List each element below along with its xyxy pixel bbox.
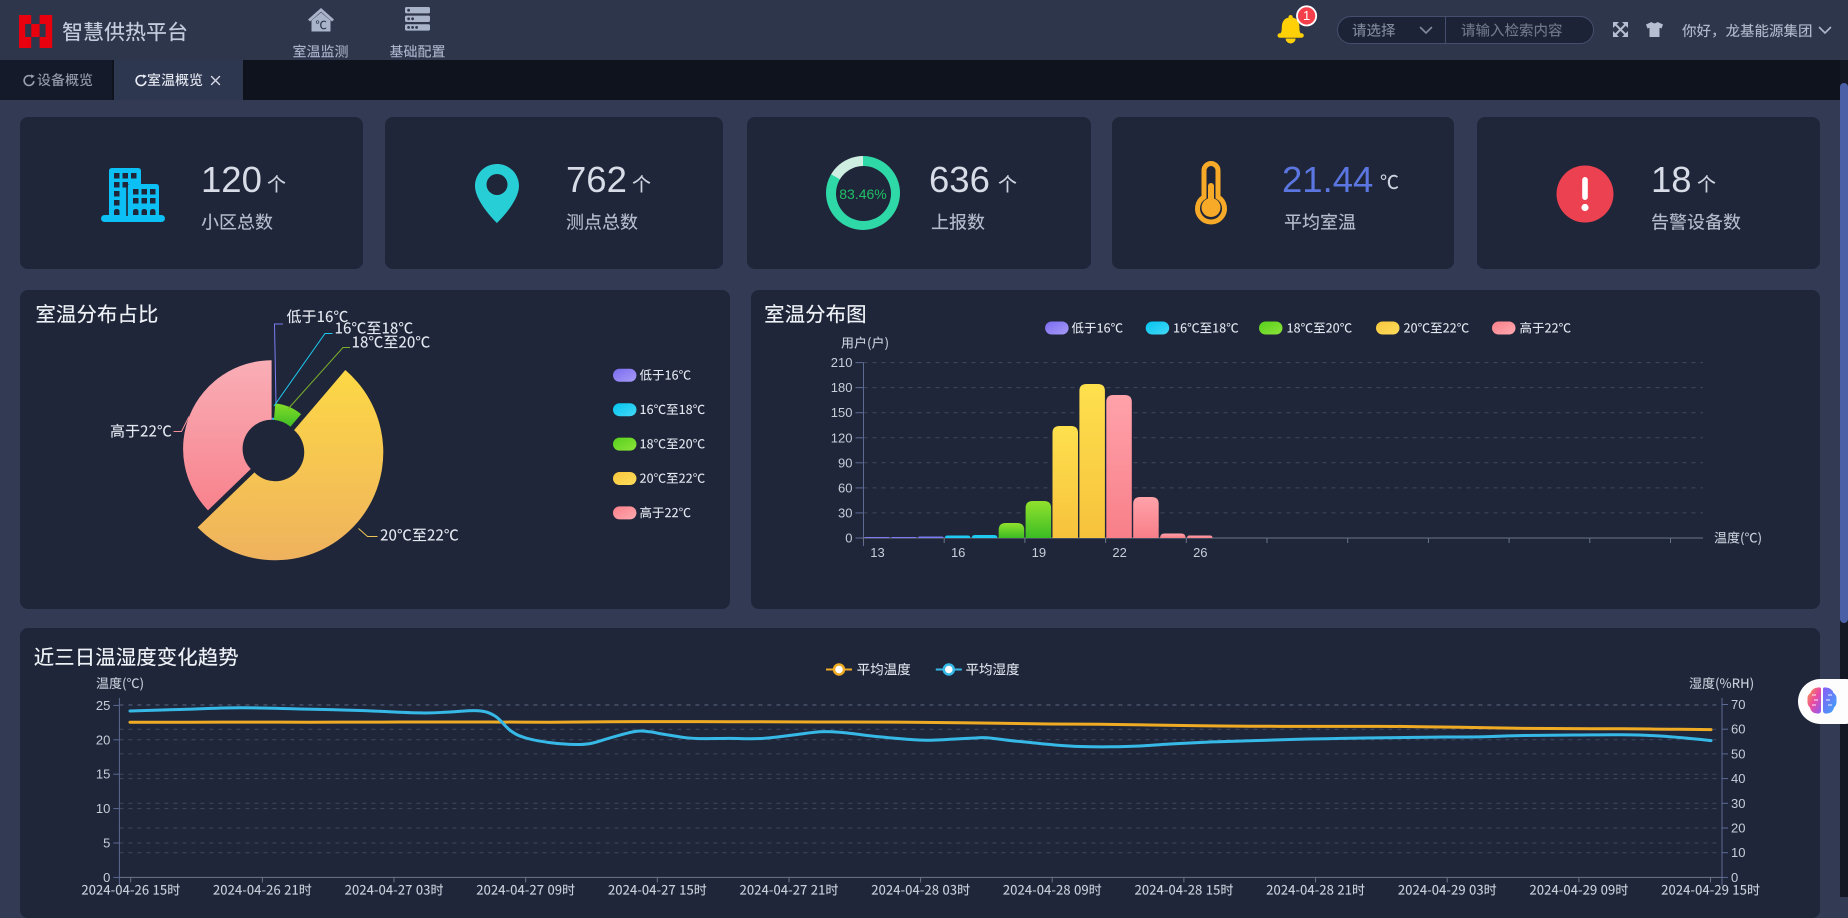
svg-text:0: 0 [1731,870,1738,885]
svg-text:40: 40 [1731,771,1745,786]
svg-text:5: 5 [103,836,110,851]
svg-text:20: 20 [96,732,110,747]
svg-text:180: 180 [831,380,853,395]
svg-text:70: 70 [1731,697,1745,712]
svg-text:120: 120 [831,430,853,445]
svg-text:22: 22 [1112,545,1126,560]
svg-text:0: 0 [103,870,110,885]
svg-text:19: 19 [1032,545,1046,560]
svg-text:20: 20 [1731,821,1745,836]
svg-text:60: 60 [1731,722,1745,737]
svg-text:25: 25 [96,698,110,713]
svg-text:150: 150 [831,405,853,420]
svg-text:16: 16 [951,545,965,560]
svg-text:1: 1 [1303,8,1310,23]
svg-text:10: 10 [96,801,110,816]
svg-text:30: 30 [1731,796,1745,811]
svg-text:60: 60 [838,480,852,495]
svg-text:30: 30 [838,505,852,520]
svg-text:15: 15 [96,767,110,782]
svg-text:0: 0 [845,531,852,546]
svg-text:26: 26 [1193,545,1207,560]
svg-text:13: 13 [870,545,884,560]
svg-text:210: 210 [831,355,853,370]
svg-text:90: 90 [838,455,852,470]
svg-text:10: 10 [1731,845,1745,860]
svg-text:50: 50 [1731,746,1745,761]
